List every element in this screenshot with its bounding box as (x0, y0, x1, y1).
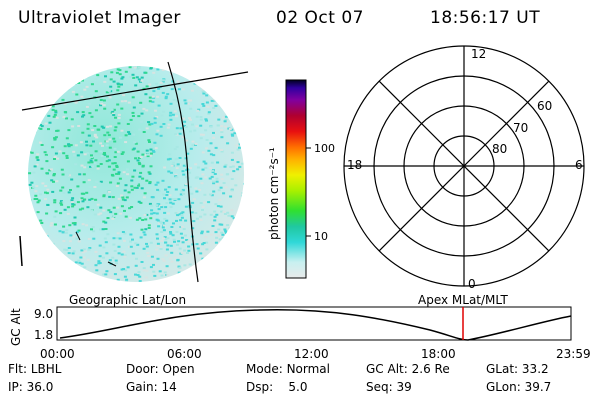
status-seq: Seq: 39 (366, 380, 412, 394)
colorbar-unit-label: photon cm⁻²s⁻¹ (267, 147, 281, 240)
status-mode: Mode: Normal (246, 362, 330, 376)
altitude-ylabel: GC Alt (9, 308, 23, 346)
lat-label-80: 80 (492, 142, 507, 156)
colorbar-gradient (285, 79, 307, 279)
mlt-label-0: 0 (468, 277, 476, 291)
instrument-title: Ultraviolet Imager (18, 8, 181, 28)
status-gc-alt: GC Alt: 2.6 Re (366, 362, 450, 376)
coastline-fragment (107, 261, 117, 267)
status-glon: GLon: 39.7 (486, 380, 552, 394)
altitude-curve (59, 309, 572, 341)
coastline-fragment (75, 231, 81, 241)
colorbar-tick-label: 10 (314, 230, 328, 243)
polar-diagonal (378, 80, 550, 252)
status-ip: IP: 36.0 (8, 380, 54, 394)
geo-grid-line (21, 71, 249, 111)
time-tick: 18:00 (421, 347, 456, 361)
status-glat: GLat: 33.2 (486, 362, 549, 376)
status-flt: Flt: LBHL (8, 362, 62, 376)
lat-label-60: 60 (537, 99, 552, 113)
right-caption: Apex MLat/MLT (418, 293, 508, 307)
header-date: 02 Oct 07 (276, 8, 364, 28)
coastline-fragment (19, 235, 23, 267)
header-time: 18:56:17 UT (430, 8, 541, 28)
status-dsp: Dsp: 5.0 (246, 380, 308, 394)
status-gain: Gain: 14 (126, 380, 177, 394)
lat-label-70: 70 (513, 121, 528, 135)
left-caption: Geographic Lat/Lon (69, 293, 187, 307)
status-door: Door: Open (126, 362, 195, 376)
time-tick: 23:59 (556, 347, 591, 361)
mlt-label-18: 18 (347, 158, 362, 172)
time-tick: 12:00 (294, 347, 329, 361)
mlt-label-6: 6 (575, 158, 583, 172)
mlt-label-12: 12 (471, 47, 486, 61)
altitude-frame (56, 306, 572, 341)
altitude-ytick: 1.8 (34, 328, 53, 342)
colorbar-tick-label: 100 (314, 142, 335, 155)
geo-grid-line (167, 61, 199, 283)
time-tick: 06:00 (167, 347, 202, 361)
time-tick: 00:00 (40, 347, 75, 361)
altitude-ytick: 9.0 (34, 307, 53, 321)
